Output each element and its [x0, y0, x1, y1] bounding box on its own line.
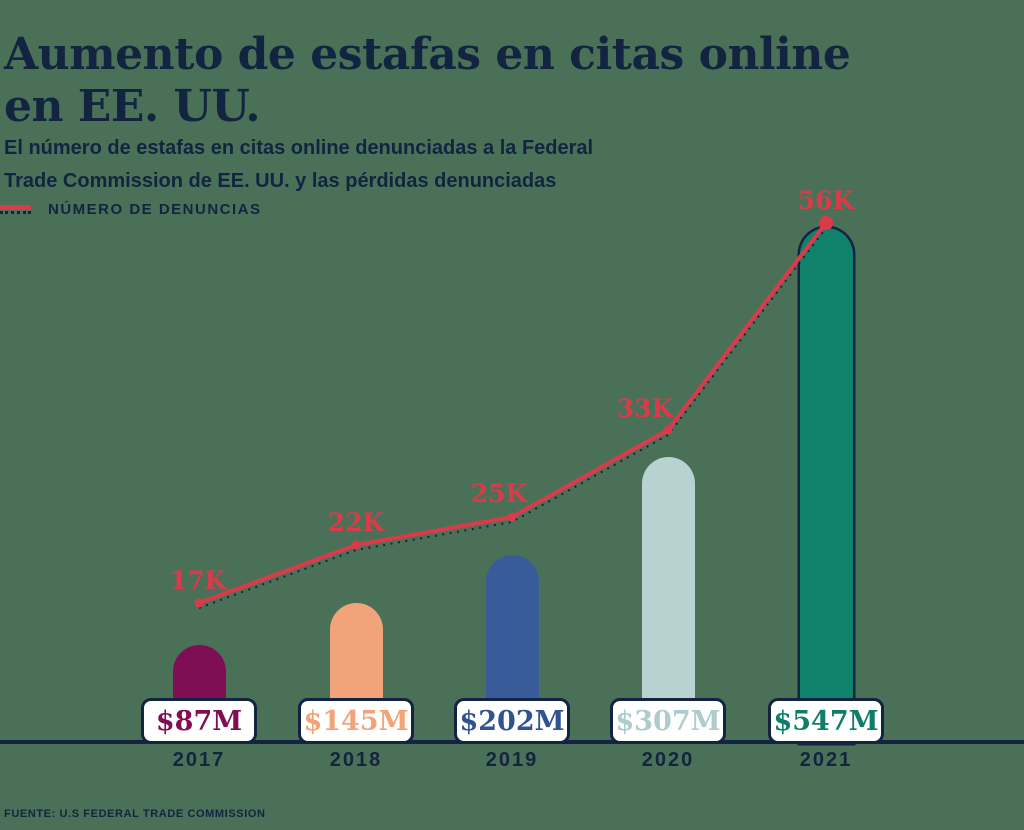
line-series-swatch-icon [0, 205, 31, 214]
line-point-label-2021: 56K [797, 186, 855, 215]
line-point-label-2020: 33K [616, 394, 674, 423]
chart-title-line2: en EE. UU. [4, 81, 261, 133]
value-box-2019: $202M [454, 698, 570, 744]
chart-subtitle-line2: Trade Commission de EE. UU. y las pérdid… [4, 170, 557, 192]
value-box-2020: $307M [610, 698, 726, 744]
source-note: FUENTE: U.S FEDERAL TRADE COMMISSION [4, 808, 266, 820]
line-marker-2019 [507, 512, 517, 522]
line-marker-2018 [351, 540, 361, 550]
x-axis-label-2021: 2021 [799, 749, 853, 771]
legend-label: NÚMERO DE DENUNCIAS [48, 201, 262, 218]
line-point-label-2017: 17K [169, 566, 227, 595]
line-marker-2020 [663, 425, 673, 435]
line-point-label-2019: 25K [470, 479, 528, 508]
bar-2021 [799, 228, 853, 743]
legend: NÚMERO DE DENUNCIAS [0, 201, 262, 218]
line-point-label-2018: 22K [327, 508, 385, 537]
legend-line-icon [0, 205, 31, 210]
line-marker-2017 [194, 598, 204, 608]
chart-title-line1: Aumento de estafas en citas online [4, 29, 851, 81]
value-box-2017: $87M [141, 698, 257, 744]
line-shadow-dotted [198, 227, 827, 609]
x-axis-label-2020: 2020 [641, 749, 695, 771]
legend-dotted-line-icon [0, 211, 31, 214]
x-axis-label-2018: 2018 [329, 749, 383, 771]
chart-subtitle: El número de estafas en citas online den… [4, 132, 593, 198]
reports-line [198, 221, 828, 605]
chart-subtitle-line1: El número de estafas en citas online den… [4, 137, 594, 159]
x-axis-label-2017: 2017 [172, 749, 226, 771]
x-axis-label-2019: 2019 [485, 749, 539, 771]
value-box-2018: $145M [298, 698, 414, 744]
chart-title: Aumento de estafas en citas online en EE… [4, 29, 851, 133]
value-box-2021: $547M [768, 698, 884, 744]
